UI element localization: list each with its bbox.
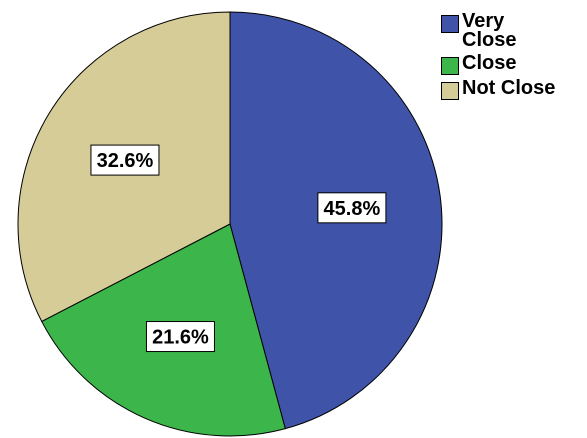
legend-label-not-close: Not Close [462, 77, 556, 99]
legend-item-close: Close [441, 52, 555, 75]
data-label-not-close: 32.6% [90, 144, 160, 176]
data-label-very-close: 45.8% [317, 192, 387, 224]
legend-swatch-very-close [441, 15, 459, 33]
legend-label-close: Close [462, 52, 517, 74]
legend-label-very-close: Very Close [462, 10, 517, 51]
data-label-box [145, 321, 215, 353]
data-label-text: 21.6% [152, 327, 209, 349]
legend-item-very-close: Very Close [441, 10, 555, 51]
data-label-text: 32.6% [97, 150, 154, 172]
legend-swatch-not-close [441, 82, 459, 100]
data-label-close: 21.6% [145, 321, 215, 353]
data-label-box [317, 192, 387, 224]
legend: Very Close Close Not Close [441, 10, 556, 104]
data-label-box [90, 144, 160, 176]
legend-swatch-close [441, 57, 459, 75]
legend-item-not-close: Not Close [441, 77, 556, 100]
data-label-text: 45.8% [324, 198, 381, 220]
